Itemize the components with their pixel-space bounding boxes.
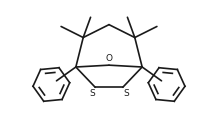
Text: S: S [123, 89, 129, 98]
Text: S: S [89, 89, 95, 98]
Text: O: O [106, 54, 112, 63]
